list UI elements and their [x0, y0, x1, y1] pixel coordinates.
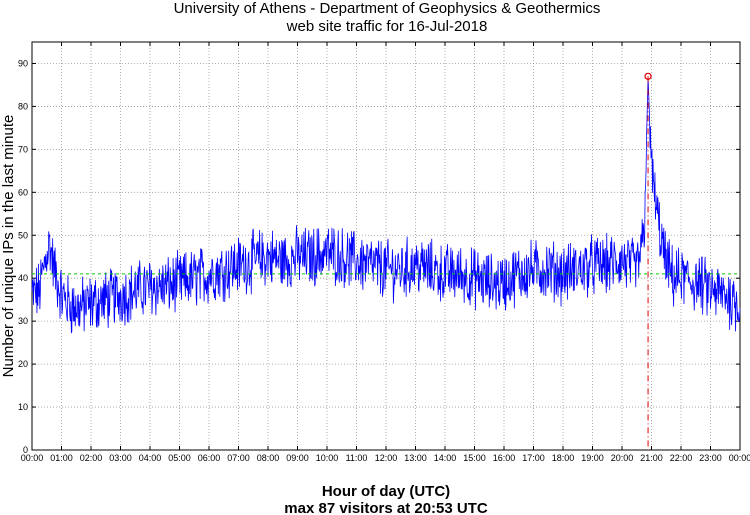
- y-tick-label: 90: [18, 58, 28, 68]
- x-tick-label: 06:00: [198, 453, 221, 463]
- x-axis-label: Hour of day (UTC): [322, 483, 450, 500]
- x-tick-label: 10:00: [316, 453, 339, 463]
- x-axis-ticks: 00:00 01:00 02:00 03:00 04:00 05:00 06:00 07:00…: [21, 42, 750, 463]
- x-tick-label: 19:00: [581, 453, 604, 463]
- y-tick-label: 0: [23, 445, 28, 455]
- x-tick-label: 12:00: [375, 453, 398, 463]
- x-tick-label: 04:00: [139, 453, 162, 463]
- y-tick-label: 50: [18, 230, 28, 240]
- y-axis-ticks: 0 10 20 30 40 50 60 70 80 90: [18, 58, 740, 455]
- y-tick-label: 80: [18, 101, 28, 111]
- x-tick-label: 05:00: [168, 453, 191, 463]
- x-tick-label: 01:00: [50, 453, 73, 463]
- x-tick-label: 17:00: [522, 453, 545, 463]
- series-layer: [31, 76, 741, 334]
- y-axis-label: Number of unique IPs in the last minute: [0, 115, 17, 378]
- traffic-series-line: [31, 76, 741, 334]
- x-tick-label: 00:00: [729, 453, 750, 463]
- x-tick-label: 16:00: [493, 453, 516, 463]
- y-tick-label: 70: [18, 144, 28, 154]
- x-tick-label: 03:00: [109, 453, 132, 463]
- y-tick-label: 30: [18, 316, 28, 326]
- y-tick-label: 60: [18, 187, 28, 197]
- max-point-marker: [644, 72, 652, 80]
- overlay-layer: [32, 72, 740, 450]
- y-tick-label: 20: [18, 359, 28, 369]
- x-tick-label: 11:00: [346, 453, 368, 463]
- x-tick-label: 07:00: [227, 453, 250, 463]
- x-tick-label: 08:00: [257, 453, 280, 463]
- x-tick-label: 14:00: [434, 453, 457, 463]
- chart-subtitle: web site traffic for 16-Jul-2018: [286, 18, 488, 35]
- x-tick-label: 09:00: [286, 453, 309, 463]
- chart-title: University of Athens - Department of Geo…: [174, 0, 601, 17]
- max-caption: max 87 visitors at 20:53 UTC: [284, 500, 488, 515]
- x-tick-label: 22:00: [670, 453, 693, 463]
- grid-lines: [32, 42, 740, 450]
- y-tick-label: 10: [18, 402, 28, 412]
- x-tick-label: 20:00: [611, 453, 634, 463]
- x-tick-label: 02:00: [80, 453, 103, 463]
- x-tick-label: 15:00: [463, 453, 486, 463]
- x-tick-label: 23:00: [699, 453, 722, 463]
- y-tick-label: 40: [18, 273, 28, 283]
- x-tick-label: 00:00: [21, 453, 44, 463]
- x-tick-label: 18:00: [552, 453, 575, 463]
- x-tick-label: 13:00: [404, 453, 427, 463]
- x-tick-label: 21:00: [640, 453, 663, 463]
